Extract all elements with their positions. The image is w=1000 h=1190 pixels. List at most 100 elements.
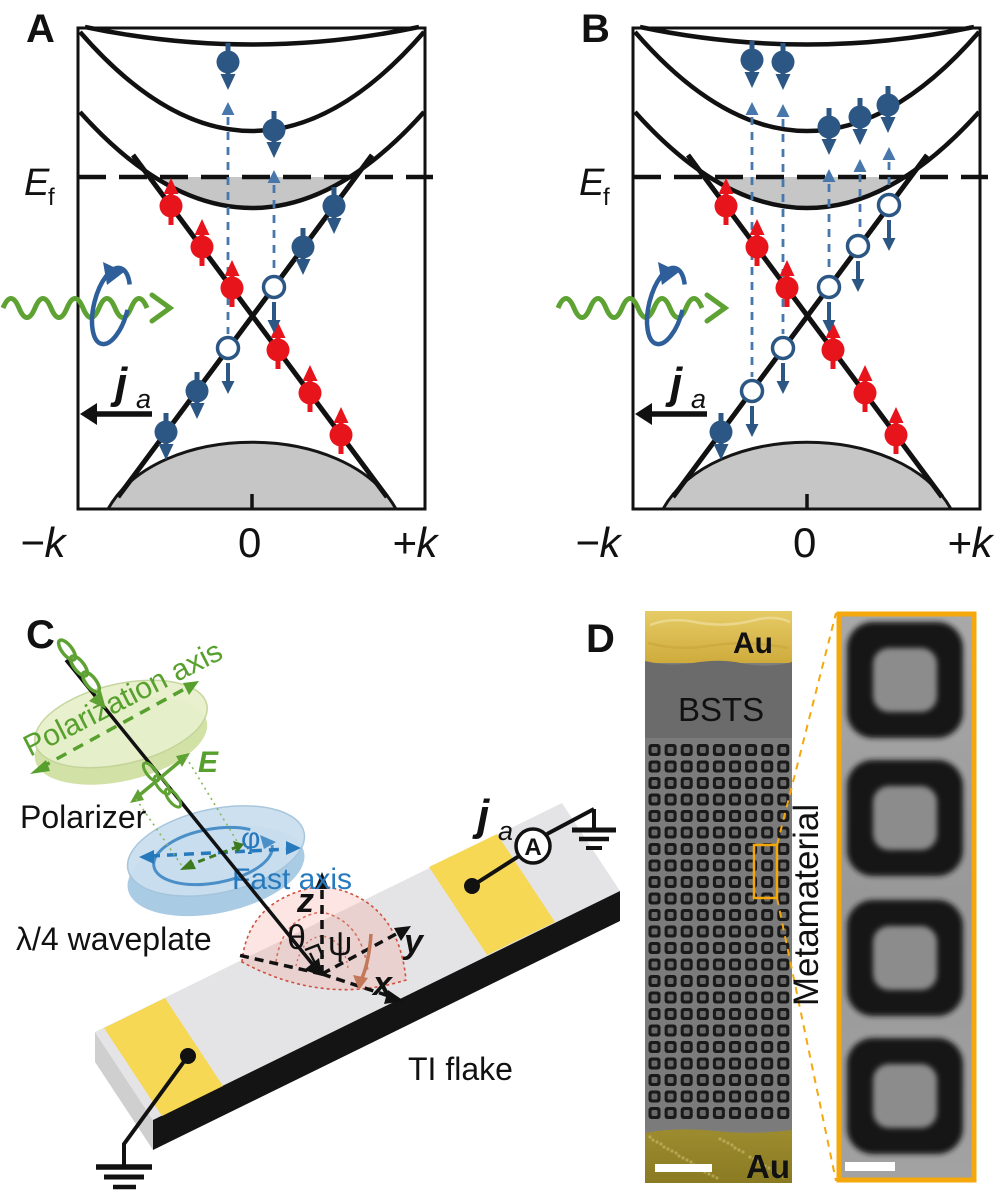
metamaterial-hole-center: [715, 862, 722, 869]
metamaterial-hole-center: [651, 1060, 658, 1067]
au-speckle: [748, 1155, 752, 1159]
metamaterial-hole-center: [699, 846, 706, 852]
metamaterial-hole-center: [699, 780, 706, 786]
metamaterial-hole-center: [699, 1110, 706, 1116]
z-arrowhead-icon: [315, 872, 329, 889]
fast-axis-arrowhead-icon: [139, 850, 154, 864]
zoom-connector-line: [776, 612, 837, 846]
spin-up-arrowhead-icon: [333, 407, 349, 423]
rotated-polarization-arrowhead-icon: [180, 859, 196, 870]
hole-carrier: [770, 335, 796, 361]
metamaterial-hole-center: [683, 1093, 690, 1100]
metamaterial-hole-center: [715, 1060, 722, 1067]
au-speckle: [722, 1139, 726, 1143]
metamaterial-hole-center: [683, 780, 690, 786]
light-wave-coil-icon: [56, 638, 102, 694]
au-speckle: [767, 1166, 771, 1170]
bsts-label: BSTS: [678, 691, 764, 728]
metamaterial-hole-center: [780, 796, 787, 803]
au-speckle: [752, 1157, 756, 1161]
metamaterial-hole-center: [699, 879, 706, 885]
metamaterial-hole-center: [732, 912, 738, 918]
metamaterial-hole-center: [667, 978, 674, 984]
current-ja-sub: a: [691, 384, 706, 414]
metamaterial-hole-center: [699, 1060, 706, 1067]
conduction-band-curve: [78, 110, 426, 211]
metamaterial-hole-center: [683, 813, 690, 819]
metamaterial-hole-center: [764, 1077, 771, 1083]
au-bottom-label: Au: [746, 1148, 790, 1185]
rotated-polarization-arrowhead-icon: [233, 841, 244, 853]
metamaterial-hole-center: [764, 763, 771, 770]
metamaterial-hole-center: [732, 1060, 738, 1067]
hole-spin-arrowhead-icon: [221, 381, 235, 394]
spin-down-arrowhead-icon: [744, 72, 760, 88]
inset-hole-squares: [847, 622, 963, 1154]
metamaterial-hole-center: [732, 846, 738, 852]
au-top-label: Au: [733, 627, 773, 660]
metamaterial-hole-center: [715, 1093, 722, 1100]
metamaterial-hole-center: [748, 928, 755, 935]
metamaterial-hole-center: [699, 1077, 706, 1083]
spin-up-arrowhead-icon: [749, 219, 765, 235]
metamaterial-hole-center: [748, 1027, 755, 1034]
metamaterial-hole-center: [715, 978, 722, 984]
current-ja-sub: a: [136, 384, 151, 414]
hole-carrier: [261, 274, 287, 300]
spin-up-arrowhead-icon: [163, 178, 179, 194]
hole-spin-arrowhead-icon: [776, 381, 790, 394]
metamaterial-hole-center: [699, 829, 706, 836]
metamaterial-hole-center: [651, 879, 658, 885]
zoom-connector-line: [776, 897, 837, 1182]
waveplate-face: [126, 805, 306, 897]
fast-axis-label: Fast axis: [232, 863, 352, 896]
metamaterial-hole-center: [699, 1044, 706, 1050]
metamaterial-hole-center: [732, 796, 738, 803]
metamaterial-hole-center: [651, 763, 658, 770]
inset-hole-center: [873, 786, 937, 850]
fermi-level-sub: f: [603, 184, 610, 211]
current-arrowhead-icon: [635, 403, 652, 425]
metamaterial-label: Metamaterial: [787, 804, 826, 1006]
au-speckle: [759, 1162, 763, 1166]
metamaterial-hole-center: [699, 747, 706, 753]
metamaterial-hole-center: [764, 1060, 771, 1067]
metamaterial-hole-center: [667, 796, 674, 803]
metamaterial-hole-center: [764, 1110, 771, 1116]
contact-dot-right: [464, 878, 480, 894]
metamaterial-hole-center: [715, 747, 722, 753]
x-arrowhead-icon: [384, 990, 404, 1004]
metamaterial-hole-center: [748, 1044, 755, 1050]
metamaterial-hole-center: [748, 1093, 755, 1100]
metamaterial-hole-center: [732, 763, 738, 770]
coil-loop: [80, 670, 102, 694]
metamaterial-hole-center: [667, 813, 674, 819]
metamaterial-hole-center: [667, 1044, 674, 1050]
metamaterial-hole-center: [748, 763, 755, 770]
rotation-ellipse-arrow: [152, 825, 274, 887]
hole-spin-arrowhead-icon: [882, 238, 896, 251]
metamaterial-hole-center: [715, 763, 722, 770]
au-texture: [647, 641, 789, 650]
metamaterial-hole-center: [748, 846, 755, 852]
metamaterial-hole-center: [764, 912, 771, 918]
metamaterial-hole-center: [780, 1110, 787, 1116]
metamaterial-hole-center: [732, 928, 738, 935]
metamaterial-hole-center: [732, 780, 738, 786]
hole-spin-arrowhead-icon: [267, 320, 281, 333]
wire: [122, 1054, 190, 1167]
wire: [470, 854, 521, 888]
metamaterial-hole-center: [748, 813, 755, 819]
metamaterial-hole-center: [780, 945, 787, 951]
y-arrowhead-icon: [394, 926, 411, 941]
metamaterial-hole-center: [780, 846, 787, 852]
metamaterial-hole-center: [780, 895, 787, 902]
metamaterial-hole-center: [651, 978, 658, 984]
au-speckle: [711, 1174, 715, 1178]
eta-angle-marker: [304, 943, 325, 958]
metamaterial-hole-center: [715, 961, 722, 968]
metamaterial-hole-center: [764, 945, 771, 951]
metamaterial-hole-center: [748, 994, 755, 1001]
metamaterial-hole-center: [715, 780, 722, 786]
metamaterial-hole-center: [732, 829, 738, 836]
